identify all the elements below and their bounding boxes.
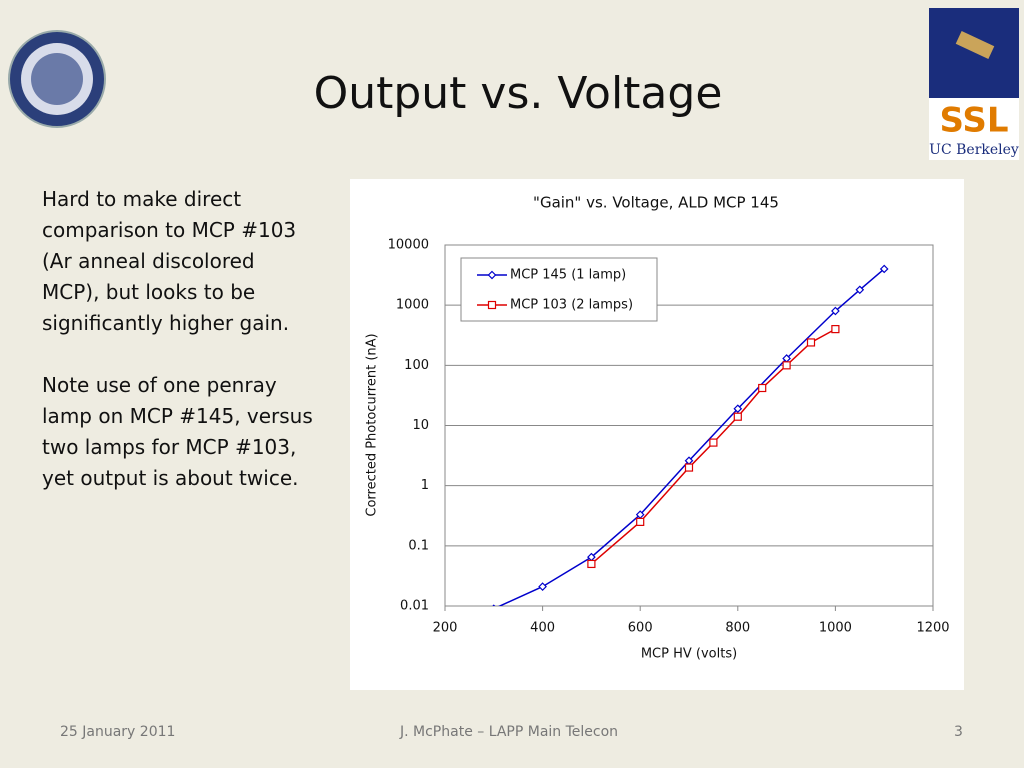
text-line: significantly higher gain. [42, 311, 290, 335]
paragraph: Hard to make direct comparison to MCP #10… [42, 184, 296, 339]
legend-label: MCP 145 (1 lamp) [510, 268, 626, 283]
footer-date: 25 January 2011 [60, 724, 176, 740]
y-tick-label: 1 [421, 478, 429, 493]
text-line: two lamps for MCP #103, [42, 435, 297, 459]
text-line: comparison to MCP #103 [42, 218, 297, 242]
logo-text: SSL [939, 101, 1008, 141]
legend-marker [487, 300, 497, 310]
data-point [855, 285, 865, 295]
text-line: (Ar anneal discolored [42, 249, 255, 273]
paragraph: Note use of one penray lamp on MCP #145, … [42, 370, 313, 494]
data-point [709, 438, 718, 447]
data-point [587, 559, 596, 569]
chart: "Gain" vs. Voltage, ALD MCP 145 MCP HV (… [350, 179, 964, 690]
data-point [733, 404, 743, 414]
text-line: Note use of one penray [42, 373, 277, 397]
x-tick-label: 1000 [819, 621, 852, 636]
y-tick-label: 100 [404, 358, 429, 373]
y-tick-label: 0.1 [408, 538, 429, 553]
data-point [806, 338, 816, 347]
series-line [498, 268, 885, 606]
x-axis-label: MCP HV (volts) [641, 647, 737, 662]
data-point [782, 361, 791, 370]
x-tick-label: 800 [725, 621, 750, 636]
x-tick-label: 400 [530, 621, 555, 636]
ssl-logo: SSL UC Berkeley [929, 8, 1019, 160]
data-point [831, 325, 840, 334]
uc-seal [8, 30, 106, 128]
logo-subtext: UC Berkeley [929, 142, 1019, 158]
data-point [879, 264, 889, 274]
chart-title: "Gain" vs. Voltage, ALD MCP 145 [533, 194, 779, 212]
footer-page: 3 [954, 724, 963, 740]
y-tick-label: 10000 [388, 238, 429, 253]
data-point [538, 582, 547, 591]
y-axis-label: Corrected Photocurrent (nA) [365, 333, 380, 516]
footer-center: J. McPhate – LAPP Main Telecon [400, 724, 619, 740]
text-line: Hard to make direct [42, 187, 242, 211]
data-point [684, 463, 694, 472]
x-tick-label: 200 [433, 621, 458, 636]
data-point [492, 604, 496, 606]
data-point [758, 383, 767, 393]
legend-box [460, 257, 658, 322]
y-tick-label: 10 [412, 418, 429, 433]
y-tick-label: 1000 [396, 298, 429, 313]
text-line: lamp on MCP #145, versus [42, 404, 313, 428]
x-tick-label: 600 [628, 621, 653, 636]
data-point [636, 517, 645, 526]
text-line: MCP), but looks to be [42, 280, 256, 304]
y-tick-label: 0.01 [400, 599, 429, 614]
data-point [733, 412, 742, 421]
plot-border [444, 244, 934, 607]
slide-title: Output vs. Voltage [313, 68, 723, 119]
legend-marker [487, 270, 497, 280]
plot-area [492, 264, 889, 606]
x-tick-label: 1200 [916, 621, 949, 636]
legend-label: MCP 103 (2 lamps) [510, 298, 633, 313]
text-line: yet output is about twice. [42, 466, 299, 490]
data-point [831, 306, 840, 316]
